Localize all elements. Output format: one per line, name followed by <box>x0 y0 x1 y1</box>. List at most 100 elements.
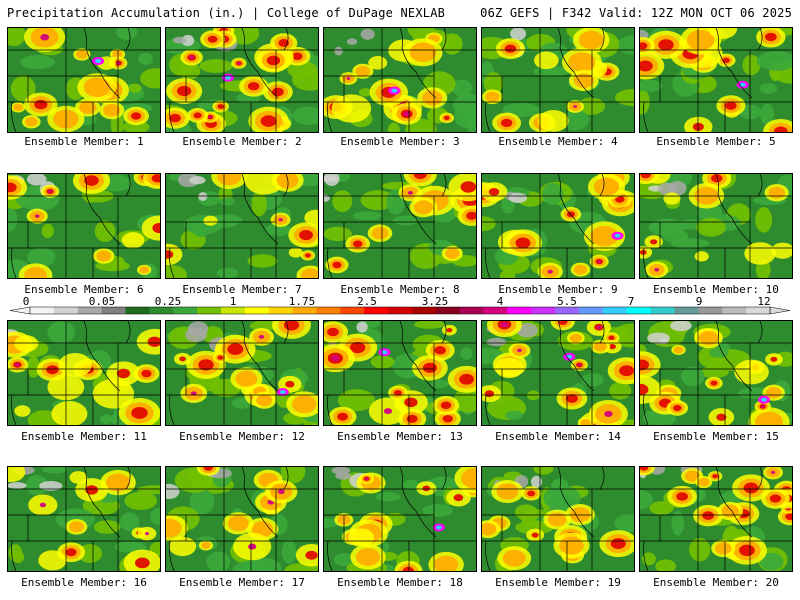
colorbar-swatch <box>459 307 484 314</box>
ensemble-member-label: Ensemble Member: 15 <box>653 430 779 443</box>
ensemble-member-label: Ensemble Member: 16 <box>21 576 147 589</box>
precip-field-map <box>8 28 160 132</box>
colorbar-tick-label: 0.05 <box>89 296 116 308</box>
precip-field-map <box>640 467 792 571</box>
ensemble-member-label: Ensemble Member: 6 <box>24 283 144 296</box>
ensemble-map-panel <box>323 173 477 279</box>
colorbar-tick-label: 0.25 <box>155 296 182 308</box>
colorbar-swatch <box>149 307 174 314</box>
ensemble-member-label: Ensemble Member: 5 <box>656 135 776 148</box>
ensemble-map-panel <box>481 173 635 279</box>
ensemble-map-panel <box>7 466 161 572</box>
precip-field-map <box>482 28 634 132</box>
colorbar-tick-label: 0 <box>23 296 30 308</box>
precip-field-map <box>640 321 792 425</box>
colorbar-swatch <box>555 307 580 314</box>
colorbar-swatch <box>388 307 413 314</box>
ensemble-map-panel <box>165 320 319 426</box>
precip-field-map <box>324 321 476 425</box>
colorbar-tick-label: 7 <box>628 296 635 308</box>
ensemble-map-panel <box>165 27 319 133</box>
colorbar-swatch <box>197 307 222 314</box>
colorbar-swatch <box>244 307 270 314</box>
chart-title: Precipitation Accumulation (in.) | Colle… <box>7 6 446 20</box>
ensemble-map-panel <box>481 466 635 572</box>
colorbar-tick-label: 9 <box>696 296 703 308</box>
ensemble-map-panel <box>639 173 793 279</box>
colorbar-swatch <box>626 307 651 314</box>
colorbar-swatch <box>411 307 437 314</box>
ensemble-map-panel <box>481 320 635 426</box>
ensemble-map-panel <box>639 466 793 572</box>
colorbar-swatch <box>220 307 246 314</box>
ensemble-member-label: Ensemble Member: 9 <box>498 283 618 296</box>
ensemble-member-label: Ensemble Member: 10 <box>653 283 779 296</box>
colorbar-min-arrow <box>10 306 31 315</box>
ensemble-member-label: Ensemble Member: 14 <box>495 430 621 443</box>
colorbar-swatch <box>507 307 532 314</box>
precip-field-map <box>166 174 318 278</box>
ensemble-member-label: Ensemble Member: 4 <box>498 135 618 148</box>
ensemble-member-label: Ensemble Member: 13 <box>337 430 463 443</box>
colorbar-swatch <box>531 307 556 314</box>
colorbar-swatch <box>292 307 317 314</box>
ensemble-member-label: Ensemble Member: 7 <box>182 283 302 296</box>
ensemble-member-label: Ensemble Member: 17 <box>179 576 305 589</box>
precip-field-map <box>482 174 634 278</box>
precip-field-map <box>166 28 318 132</box>
ensemble-map-panel <box>165 466 319 572</box>
ensemble-member-label: Ensemble Member: 11 <box>21 430 147 443</box>
colorbar-swatch <box>173 307 198 314</box>
colorbar-swatch <box>722 307 747 314</box>
ensemble-member-label: Ensemble Member: 8 <box>340 283 460 296</box>
colorbar-tick-label: 1 <box>230 296 237 308</box>
colorbar-tick-label: 1.75 <box>289 296 316 308</box>
ensemble-map-panel <box>481 27 635 133</box>
colorbar-tick-label: 4 <box>497 296 504 308</box>
ensemble-member-label: Ensemble Member: 20 <box>653 576 779 589</box>
ensemble-map-panel <box>639 27 793 133</box>
ensemble-member-label: Ensemble Member: 19 <box>495 576 621 589</box>
ensemble-member-label: Ensemble Member: 12 <box>179 430 305 443</box>
colorbar-swatch <box>746 307 771 314</box>
precip-field-map <box>482 467 634 571</box>
colorbar-swatch <box>483 307 508 314</box>
ensemble-member-label: Ensemble Member: 18 <box>337 576 463 589</box>
ensemble-map-panel <box>7 320 161 426</box>
colorbar-swatch <box>30 307 55 314</box>
ensemble-map-panel <box>165 173 319 279</box>
precip-field-map <box>482 321 634 425</box>
colorbar-swatch <box>602 307 628 314</box>
colorbar-tick-label: 5.5 <box>557 296 577 308</box>
ensemble-map-panel <box>7 27 161 133</box>
colorbar-swatch <box>435 307 460 314</box>
colorbar-swatch <box>650 307 675 314</box>
precip-field-map <box>8 321 160 425</box>
precip-field-map <box>166 467 318 571</box>
ensemble-map-panel <box>323 466 477 572</box>
precip-field-map <box>640 174 792 278</box>
colorbar-tick-label: 3.25 <box>422 296 449 308</box>
ensemble-map-panel <box>323 27 477 133</box>
colorbar-swatch <box>698 307 723 314</box>
precip-field-map <box>324 467 476 571</box>
colorbar-swatch <box>53 307 79 314</box>
colorbar-swatch <box>340 307 365 314</box>
colorbar-tick-label: 12 <box>757 296 770 308</box>
precip-field-map <box>8 467 160 571</box>
colorbar-swatch <box>674 307 699 314</box>
precip-field-map <box>166 321 318 425</box>
precip-field-map <box>324 174 476 278</box>
precip-field-map <box>640 28 792 132</box>
ensemble-member-label: Ensemble Member: 2 <box>182 135 302 148</box>
colorbar-swatch <box>579 307 604 314</box>
run-valid-time: 06Z GEFS | F342 Valid: 12Z MON OCT 06 20… <box>480 6 792 20</box>
colorbar-tick-label: 2.5 <box>357 296 377 308</box>
precip-colorbar: 0 0.05 0.25 1 1.75 2.5 3.25 4 5.5 7 9 12 <box>10 296 790 320</box>
colorbar-swatch <box>125 307 150 314</box>
colorbar-swatch <box>316 307 341 314</box>
ensemble-map-panel <box>323 320 477 426</box>
colorbar-swatch <box>77 307 102 314</box>
colorbar-swatch <box>268 307 293 314</box>
ensemble-map-panel <box>639 320 793 426</box>
